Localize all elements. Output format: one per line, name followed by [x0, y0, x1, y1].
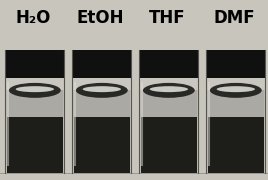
Bar — [208, 117, 264, 172]
Bar — [72, 50, 131, 172]
Bar — [139, 50, 198, 172]
Ellipse shape — [83, 86, 121, 92]
Ellipse shape — [150, 86, 188, 92]
Bar — [207, 78, 265, 90]
Ellipse shape — [217, 86, 255, 92]
Bar — [7, 90, 63, 117]
Bar — [74, 90, 130, 117]
Bar — [206, 50, 265, 172]
Bar — [206, 50, 265, 78]
Bar — [141, 90, 197, 117]
Bar — [139, 50, 198, 78]
Bar — [5, 50, 64, 172]
Ellipse shape — [76, 83, 128, 98]
Bar — [73, 78, 131, 90]
Ellipse shape — [210, 83, 262, 98]
Bar — [140, 78, 198, 90]
Bar — [141, 117, 197, 172]
Text: H₂O: H₂O — [16, 9, 51, 27]
Bar — [5, 50, 64, 78]
Text: EtOH: EtOH — [77, 9, 124, 27]
Ellipse shape — [16, 86, 54, 92]
Text: THF: THF — [149, 9, 186, 27]
Bar — [6, 78, 64, 90]
Text: DMF: DMF — [214, 9, 255, 27]
Bar — [72, 50, 131, 78]
Bar — [74, 117, 130, 172]
Ellipse shape — [9, 83, 61, 98]
Ellipse shape — [143, 83, 195, 98]
Bar — [7, 117, 63, 172]
Bar — [208, 90, 264, 117]
